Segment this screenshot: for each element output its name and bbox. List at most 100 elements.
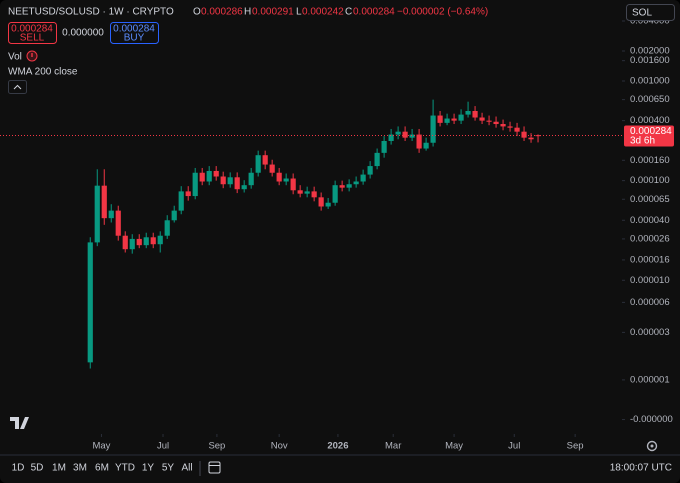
y-tick-label: 0.000065: [630, 194, 670, 205]
price-label: 0.000284: [630, 126, 672, 137]
price-label-box: [624, 125, 674, 147]
candle-body: [367, 166, 373, 175]
candle-body: [178, 191, 184, 211]
calendar-icon[interactable]: [208, 461, 221, 474]
candle-body: [283, 178, 289, 182]
settings-dot: [650, 444, 654, 448]
x-tick-label: May: [445, 441, 463, 452]
candle-body: [227, 177, 233, 185]
candle-body: [185, 191, 191, 197]
sell-label: SELL: [20, 33, 45, 44]
y-tick-label: 0.000160: [630, 155, 670, 166]
candle-body: [521, 131, 527, 138]
y-tick-label: 0.000010: [630, 275, 670, 286]
y-tick-label: 0.001000: [630, 76, 670, 87]
candle-body: [451, 118, 457, 121]
candle-body: [514, 127, 520, 132]
y-tick-label: 0.000016: [630, 254, 670, 265]
y-tick-label: 0.004000: [630, 16, 670, 27]
y-tick-label: 0.000650: [630, 94, 670, 105]
y-tick-label: 0.000003: [630, 327, 670, 338]
range-button[interactable]: YTD: [115, 463, 135, 474]
collapse-icon: [13, 84, 22, 90]
candle-body: [479, 117, 485, 121]
candle-body: [472, 110, 478, 118]
candle-body: [402, 131, 408, 138]
candle-body: [304, 191, 310, 194]
range-button[interactable]: 5D: [31, 463, 44, 474]
candle-body: [157, 235, 163, 245]
y-tick-label: 0.000006: [630, 297, 670, 308]
warning-mark: [31, 53, 33, 57]
candle-body: [416, 134, 422, 149]
candle-body: [199, 172, 205, 182]
indicator-vol[interactable]: Vol: [8, 52, 22, 63]
candle-body: [234, 177, 240, 190]
candle-body: [325, 202, 331, 207]
candle-body: [101, 185, 107, 219]
range-button[interactable]: 1M: [52, 463, 66, 474]
candle-body: [115, 210, 121, 236]
candle-body: [129, 238, 135, 250]
range-button[interactable]: 6M: [95, 463, 109, 474]
candle-body: [87, 242, 93, 363]
sell-button[interactable]: [8, 22, 57, 44]
candle-body: [500, 124, 506, 127]
indicator-wma[interactable]: WMA 200 close: [8, 67, 78, 78]
h-label: H: [244, 7, 251, 18]
range-button[interactable]: All: [181, 463, 192, 474]
candle-body: [241, 185, 247, 190]
buy-label: BUY: [124, 33, 145, 44]
countdown: 3d 6h: [630, 136, 655, 147]
buy-price: 0.000284: [113, 24, 155, 35]
candle-body: [248, 172, 254, 186]
candle-body: [318, 197, 324, 207]
y-tick-label: 0.000026: [630, 233, 670, 244]
x-tick-label: Nov: [271, 441, 288, 452]
candle-body: [437, 115, 443, 123]
y-tick-label: 0.000400: [630, 115, 670, 126]
candle-body: [276, 172, 282, 182]
candle-body: [388, 134, 394, 141]
range-button[interactable]: 1Y: [142, 463, 155, 474]
candle-body: [535, 135, 541, 137]
h-value: 0.000291: [252, 7, 294, 18]
logo: [10, 417, 29, 429]
x-tick-label: Mar: [385, 441, 401, 452]
candle-body: [164, 220, 170, 236]
candle-body: [262, 155, 268, 165]
settings-icon[interactable]: [646, 440, 658, 452]
candle-body: [150, 237, 156, 245]
candle-body: [346, 184, 352, 188]
candle-body: [486, 120, 492, 122]
y-tick-label: -0.000000: [630, 414, 673, 425]
candle-body: [430, 115, 436, 143]
y-tick-label: 0.001600: [630, 55, 670, 66]
l-value: 0.000242: [302, 7, 344, 18]
candle-body: [192, 172, 198, 197]
candle-body: [332, 185, 338, 203]
range-button[interactable]: 3M: [73, 463, 87, 474]
sell-price: 0.000284: [11, 24, 53, 35]
candle-body: [409, 134, 415, 138]
currency-button[interactable]: [626, 4, 675, 21]
candle-body: [108, 210, 114, 219]
range-button[interactable]: 5Y: [162, 463, 175, 474]
candle-body: [353, 181, 359, 185]
range-button[interactable]: 1D: [12, 463, 25, 474]
y-tick-label: 0.000100: [630, 175, 670, 186]
candle-body: [528, 137, 534, 140]
x-tick-label: May: [92, 441, 110, 452]
y-tick-label: 0.002000: [630, 46, 670, 57]
collapse-button[interactable]: [8, 80, 27, 94]
candle-body: [255, 155, 261, 173]
y-tick-label: 0.000040: [630, 215, 670, 226]
currency: SOL: [632, 8, 652, 19]
o-value: 0.000286: [201, 7, 243, 18]
symbol: NEETUSD/SOLUSD · 1W · CRYPTO: [8, 7, 174, 18]
candle-body: [290, 178, 296, 191]
buy-button[interactable]: [110, 22, 159, 44]
